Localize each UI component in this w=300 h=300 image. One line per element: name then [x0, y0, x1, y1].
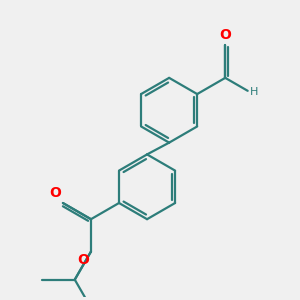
Text: H: H — [250, 87, 258, 97]
Text: O: O — [78, 253, 89, 267]
Text: O: O — [219, 28, 231, 42]
Text: O: O — [50, 186, 61, 200]
